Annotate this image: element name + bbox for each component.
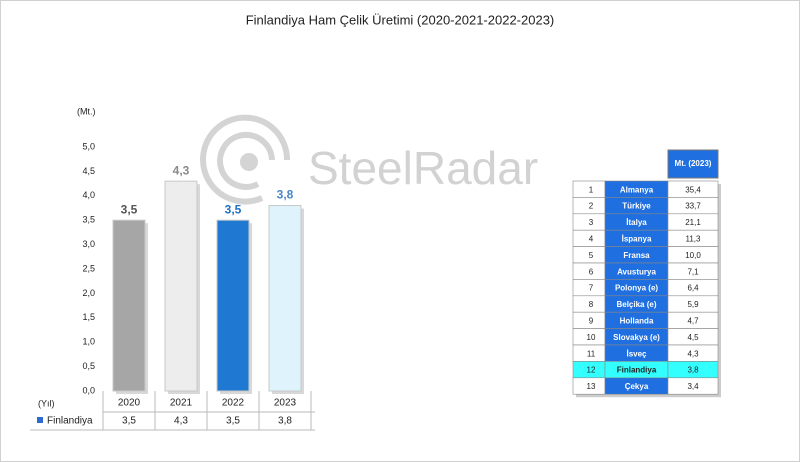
bar [112, 219, 146, 392]
y-tick-label: 0,0 [82, 385, 95, 395]
table-text: Türkiye [622, 202, 651, 211]
table-text: Finlandiya [617, 366, 657, 375]
table-text: 7 [589, 284, 594, 293]
table-text: Polonya (e) [615, 284, 658, 293]
table-text: 5,9 [687, 300, 699, 309]
bar [268, 205, 302, 392]
y-tick-label: 3,0 [82, 239, 95, 249]
table-value: 3,5 [122, 416, 136, 427]
table-text: 3 [589, 218, 594, 227]
table-text: İtalya [626, 218, 647, 227]
bar-value-label: 3,5 [121, 202, 138, 216]
x-tick-label: 2021 [170, 398, 193, 409]
table-cell [667, 377, 719, 395]
x-axis-label: (Yıl) [38, 398, 55, 408]
table-text: İspanya [622, 235, 652, 244]
table-text: 7,1 [687, 267, 699, 276]
table-text: 3,8 [687, 366, 699, 375]
y-tick-label: 3,5 [82, 215, 95, 225]
y-tick-label: 4,5 [82, 166, 95, 176]
table-text: 12 [587, 366, 596, 375]
bar [216, 219, 250, 392]
table-text: 4,7 [687, 317, 699, 326]
table-text: 21,1 [685, 218, 701, 227]
x-tick-label: 2023 [274, 398, 297, 409]
table-value: 3,8 [278, 416, 292, 427]
table-text: 2 [589, 202, 594, 211]
y-tick-label: 2,5 [82, 263, 95, 273]
y-tick-label: 5,0 [82, 141, 95, 151]
table-text: İsveç [626, 349, 647, 358]
table-text: 4 [589, 235, 594, 244]
table-text: 4,3 [687, 349, 699, 358]
watermark-icon [200, 114, 291, 205]
legend-label: Finlandiya [47, 416, 93, 427]
bar-value-label: 3,8 [277, 188, 294, 202]
table-text: Belçika (e) [616, 300, 656, 309]
bar-value-label: 4,3 [173, 163, 190, 177]
table-text: 8 [589, 300, 594, 309]
table-text: 1 [589, 185, 594, 194]
table-text: 11,3 [686, 235, 702, 244]
y-tick-label: 1,5 [82, 312, 95, 322]
table-text: 5 [589, 251, 594, 260]
table-text: 13 [587, 382, 596, 391]
x-tick-label: 2020 [118, 398, 141, 409]
ranking-table: Mt. (2023) 1 Almanya 35,4 2 Türkiye 33,7 3 İtaly… [572, 149, 721, 398]
table-text: 4,5 [687, 333, 699, 342]
table-text: Fransa [623, 251, 650, 260]
chart-title: Finlandiya Ham Çelik Üretimi (2020-2021-… [246, 12, 555, 27]
y-axis-label: (Mt.) [77, 106, 96, 116]
table-text: 10 [587, 333, 596, 342]
table-header-cell [667, 149, 719, 179]
table-header: Mt. (2023) [675, 159, 712, 168]
table-text: 6,4 [687, 284, 699, 293]
bar [164, 180, 198, 392]
watermark: SteelRadar [308, 142, 538, 194]
table-text: Çekya [625, 382, 649, 391]
y-tick-label: 4,0 [82, 190, 95, 200]
table-text: 9 [589, 317, 594, 326]
table-text: 10,0 [685, 251, 701, 260]
table-text: Almanya [620, 185, 654, 194]
table-value: 4,3 [174, 416, 188, 427]
table-text: 6 [589, 267, 594, 276]
x-tick-label: 2022 [222, 398, 245, 409]
y-tick-label: 0,5 [82, 361, 95, 371]
table-value: 3,5 [226, 416, 240, 427]
table-text: Avusturya [617, 267, 656, 276]
table-text: 3,4 [687, 382, 699, 391]
bar-value-label: 3,5 [225, 202, 242, 216]
table-text: 35,4 [685, 185, 701, 194]
table-text: Slovakya (e) [613, 333, 660, 342]
legend-swatch [37, 417, 43, 423]
table-text: 33,7 [685, 202, 701, 211]
y-tick-label: 2,0 [82, 288, 95, 298]
table-text: Hollanda [620, 317, 654, 326]
table-text: 11 [587, 349, 596, 358]
y-tick-label: 1,0 [82, 337, 95, 347]
